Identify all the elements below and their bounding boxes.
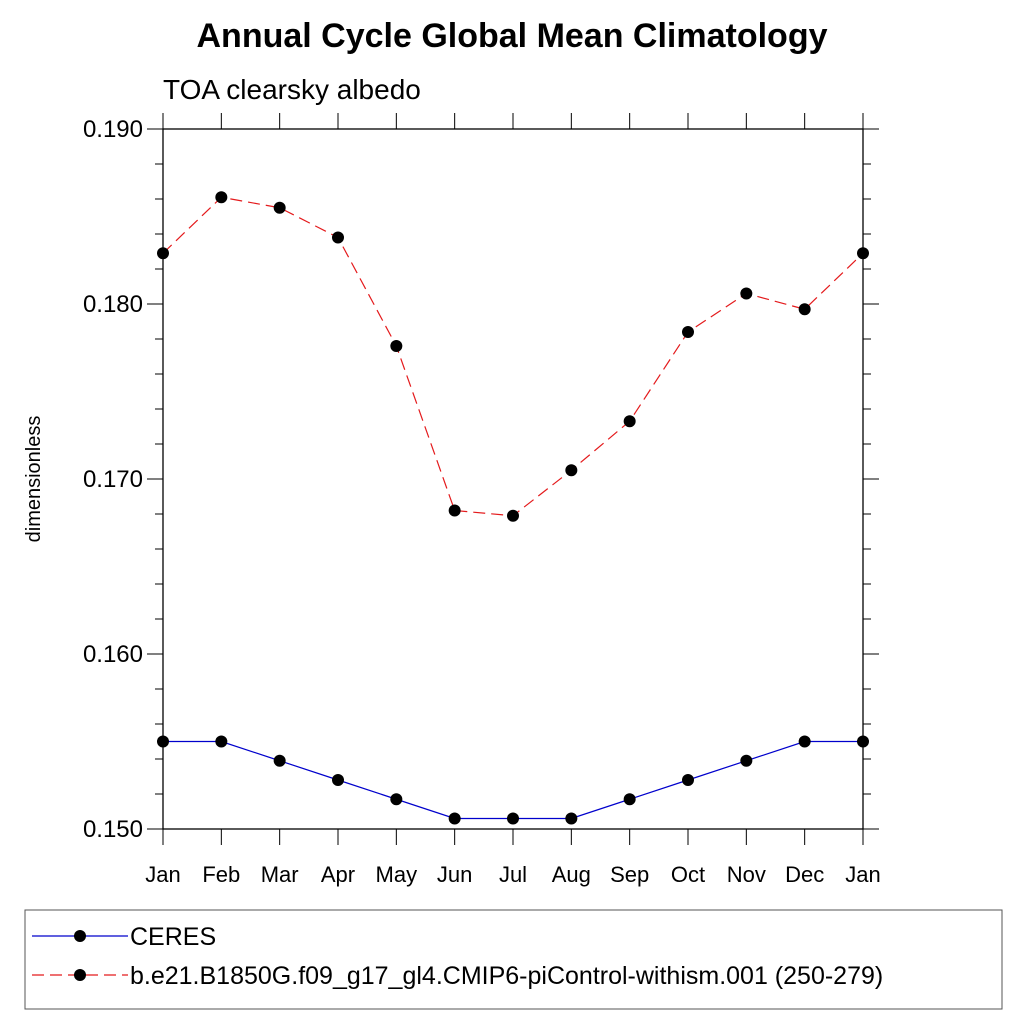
x-tick-label: May: [376, 862, 418, 887]
series-layer: [157, 191, 869, 825]
x-ticks: Jan Feb Mar Apr May Jun Jul Aug Sep Oct Nov Dec Jan: [145, 113, 881, 887]
legend-box: [24, 909, 1003, 1010]
series-1-point: [390, 340, 403, 352]
series-1-point: [857, 247, 869, 260]
series-1-point: [332, 231, 344, 244]
series-0-point: [215, 735, 228, 748]
series-line-1: [162, 196, 864, 517]
plot-frame: [162, 128, 864, 830]
series-1-point: [798, 303, 811, 316]
series-0-point: [798, 735, 811, 748]
y-axis-label: dimensionless: [23, 416, 45, 543]
series-1-point: [273, 201, 286, 214]
y-tick-label: 0.150: [83, 816, 143, 843]
series-1-point: [215, 191, 228, 204]
series-1-point: [623, 415, 636, 428]
x-tick-label: Jan: [145, 862, 180, 887]
x-tick-label: Mar: [261, 862, 299, 887]
x-tick-label: Dec: [785, 862, 824, 887]
legend-marker-0: [74, 930, 86, 942]
series-0-point: [390, 793, 403, 806]
series-0-point: [565, 812, 578, 825]
series-1-point: [682, 326, 694, 338]
x-tick-label: Jul: [499, 862, 527, 887]
series-0-point: [623, 793, 636, 806]
x-tick-label: Nov: [727, 862, 766, 887]
y-tick-label: 0.190: [83, 116, 143, 143]
y-tick-label: 0.170: [83, 466, 143, 493]
y-tick-label: 0.180: [83, 291, 143, 318]
x-tick-label: Oct: [671, 862, 705, 887]
x-tick-label: Aug: [552, 862, 591, 887]
series-1-point: [740, 287, 753, 300]
legend-label-1: b.e21.B1850G.f09_g17_gl4.CMIP6-piControl…: [130, 962, 883, 990]
legend-marker-1: [74, 969, 86, 981]
x-tick-label: Apr: [321, 862, 355, 887]
x-tick-label: Jun: [437, 862, 472, 887]
series-0-point: [740, 754, 753, 767]
series-1-point: [157, 247, 169, 260]
x-tick-label: Jan: [845, 862, 880, 887]
series-0-point: [682, 774, 694, 786]
legend-label-0: CERES: [130, 923, 216, 951]
y-ticks: 0.150 0.160 0.170 0.180 0.190: [83, 116, 879, 843]
x-tick-label: Sep: [610, 862, 649, 887]
chart-title: Annual Cycle Global Mean Climatology: [197, 17, 828, 55]
series-0-point: [332, 774, 344, 786]
y-tick-label: 0.160: [83, 641, 143, 668]
series-line-0: [163, 740, 863, 820]
series-1-point: [507, 509, 519, 522]
x-tick-label: Feb: [202, 862, 240, 887]
series-0-point: [157, 735, 169, 748]
series-0-point: [507, 812, 519, 825]
series-0-point: [857, 735, 869, 748]
series-1-point: [565, 464, 578, 477]
legend: CERES b.e21.B1850G.f09_g17_gl4.CMIP6-piCo…: [32, 923, 883, 990]
chart-subtitle: TOA clearsky albedo: [163, 74, 421, 105]
series-0-point: [273, 754, 286, 767]
series-0-point: [448, 812, 461, 825]
series-1-point: [448, 504, 461, 517]
